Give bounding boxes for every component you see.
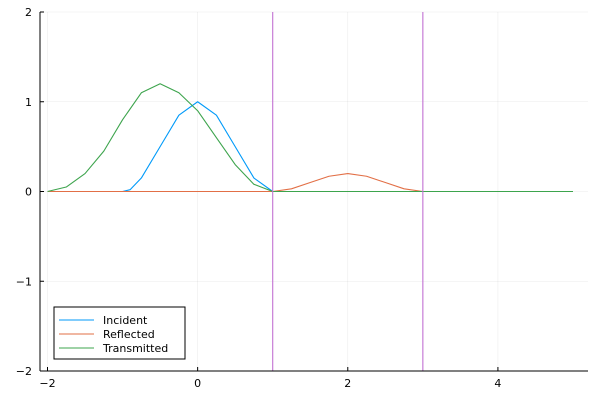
x-tick-label: 2 bbox=[344, 377, 351, 390]
y-tick-label: −2 bbox=[16, 365, 32, 378]
series-line-transmitted bbox=[47, 83, 573, 193]
x-tick-label: −2 bbox=[39, 377, 55, 390]
y-tick-label: 2 bbox=[25, 6, 32, 19]
x-tick-label: 4 bbox=[494, 377, 501, 390]
x-tick-label: 0 bbox=[194, 377, 201, 390]
legend-box bbox=[53, 306, 186, 360]
y-tick-label: −1 bbox=[16, 275, 32, 288]
legend-label-reflected: Reflected bbox=[103, 328, 155, 341]
series-line-reflected bbox=[47, 173, 573, 193]
axes: −2 0 2 4 −2 −1 0 1 2 bbox=[16, 6, 588, 390]
y-tick-label: 0 bbox=[25, 186, 32, 199]
legend-label-transmitted: Transmitted bbox=[102, 342, 168, 355]
legend-label-incident: Incident bbox=[103, 314, 148, 327]
y-tick-label: 1 bbox=[25, 96, 32, 109]
series-lines bbox=[47, 12, 573, 371]
